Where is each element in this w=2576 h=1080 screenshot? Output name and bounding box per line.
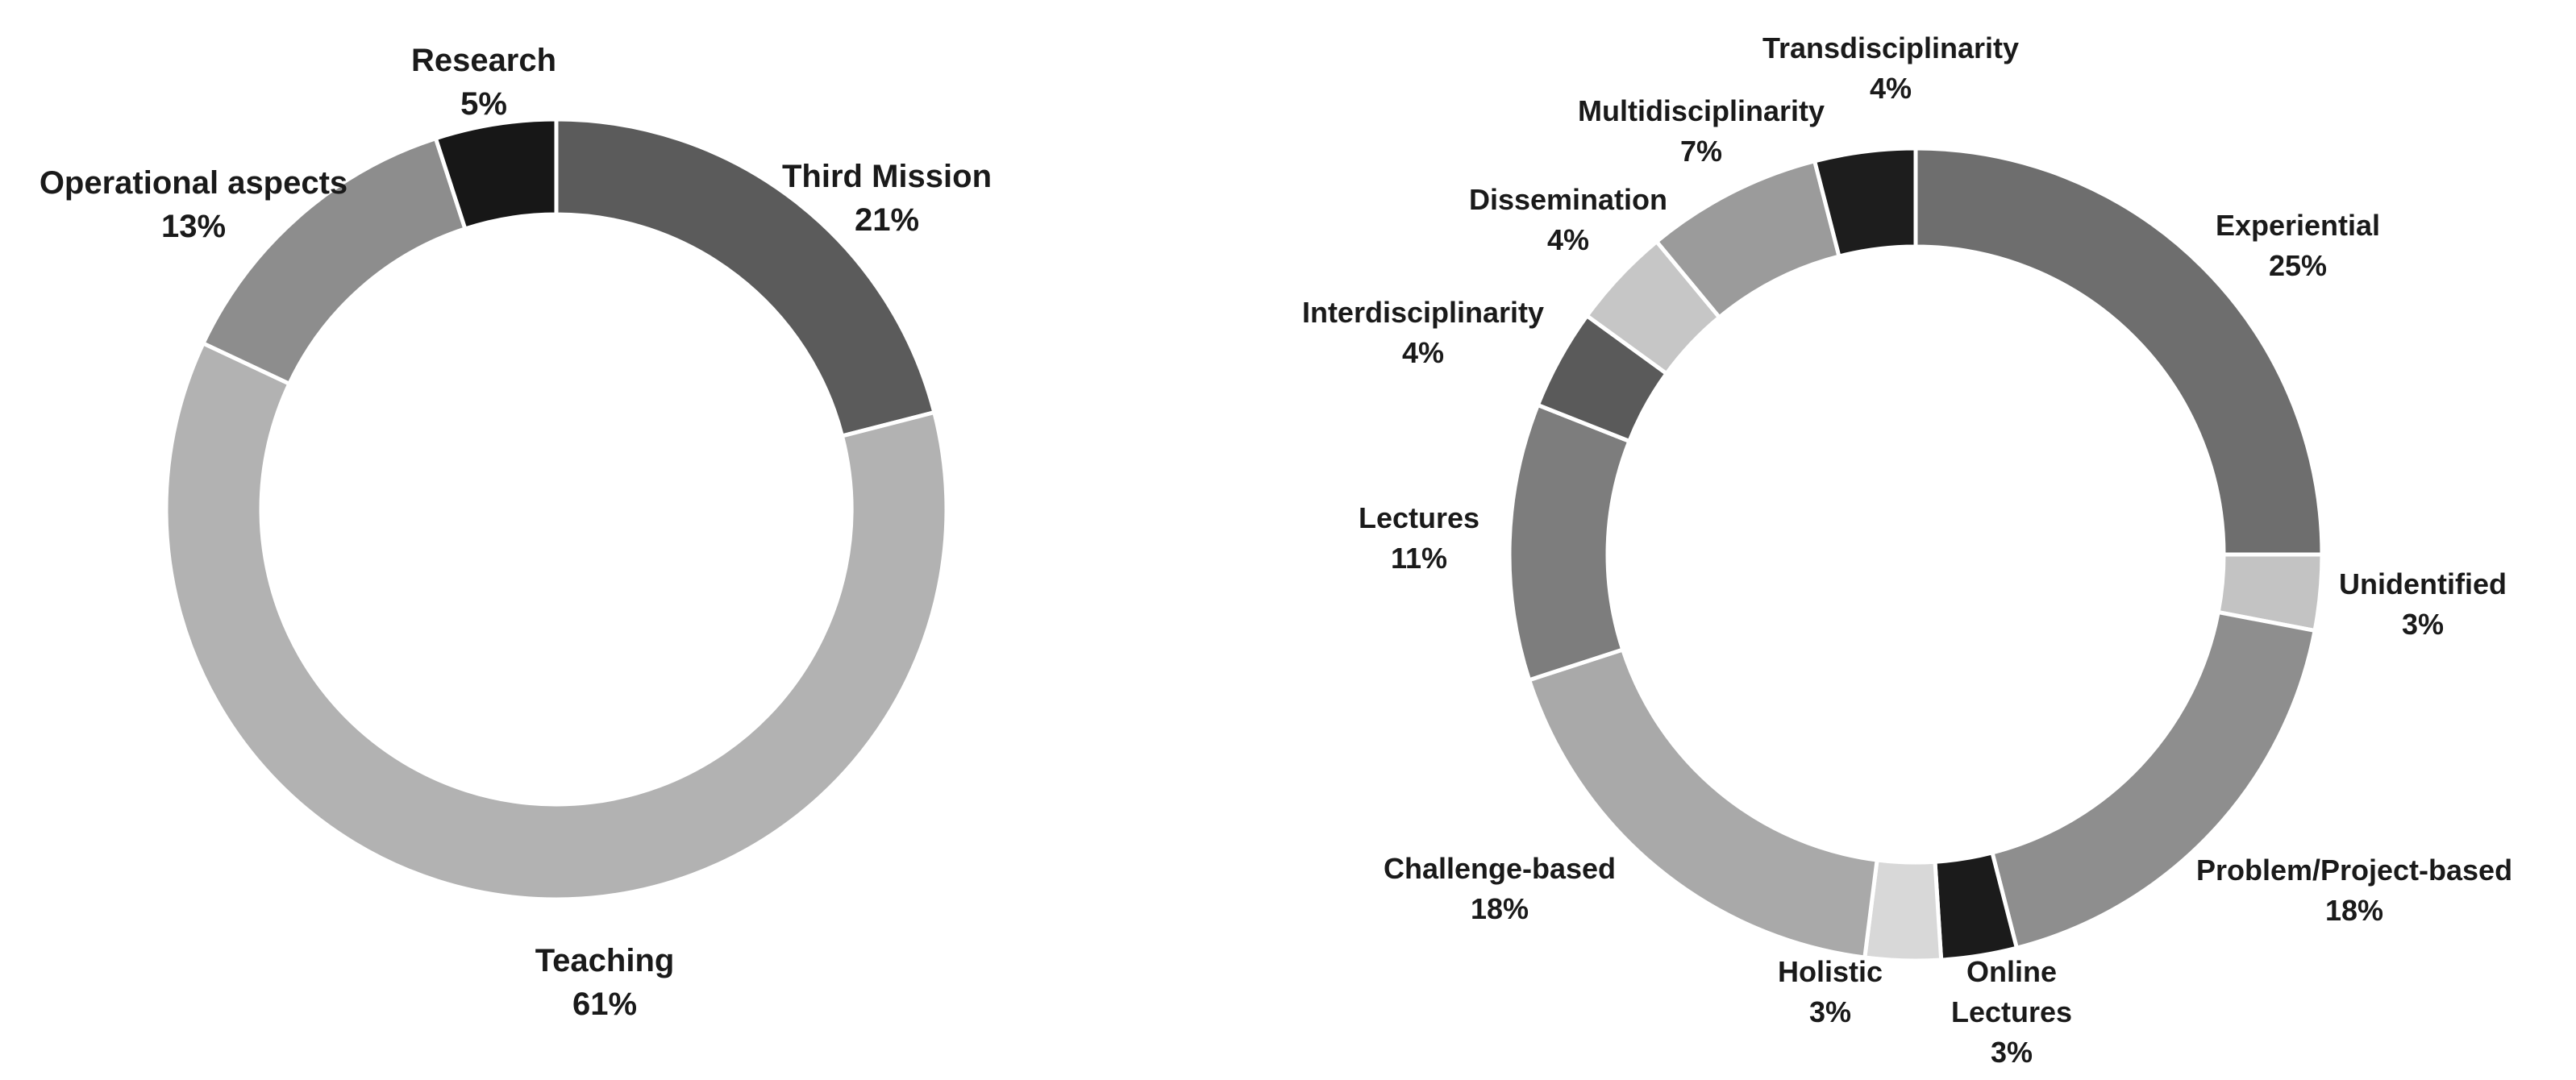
label-problem-project-based-pct: 18% <box>2325 894 2383 927</box>
label-unidentified-pct: 3% <box>2402 608 2444 641</box>
label-lectures-line0: Lectures <box>1359 501 1479 534</box>
label-experiential-line0: Experiential <box>2216 209 2380 242</box>
label-unidentified-line0: Unidentified <box>2339 567 2507 600</box>
teaching-approaches-donut-chart: Experiential 25% Unidentified 3% Problem/Pro… <box>1302 31 2512 1069</box>
segment-teaching <box>164 340 949 902</box>
label-interdisciplinarity-pct: 4% <box>1402 336 1444 369</box>
label-teaching-pct: 61% <box>572 987 637 1022</box>
segment-research <box>433 117 559 232</box>
label-challenge-based-line0: Challenge-based <box>1384 852 1616 885</box>
label-operational-aspects-line0: Operational aspects <box>40 165 347 201</box>
label-experiential-pct: 25% <box>2269 249 2327 282</box>
label-third-mission-line0: Third Mission <box>782 159 992 194</box>
label-lectures-pct: 11% <box>1391 542 1447 575</box>
label-holistic-line0: Holistic <box>1778 955 1883 988</box>
label-holistic-pct: 3% <box>1809 995 1851 1028</box>
label-dissemination-line0: Dissemination <box>1469 183 1667 216</box>
segment-problem-project-based <box>1989 609 2317 951</box>
label-multidisciplinarity-pct: 7% <box>1680 135 1722 168</box>
label-transdisciplinarity-line0: Transdisciplinarity <box>1762 31 2019 64</box>
label-challenge-based-pct: 18% <box>1471 892 1529 925</box>
label-multidisciplinarity-line0: Multidisciplinarity <box>1578 94 1825 127</box>
segment-challenge-based <box>1526 646 1879 960</box>
segment-experiential <box>1913 146 2324 557</box>
segment-transdisciplinarity <box>1812 146 1918 260</box>
label-research-pct: 5% <box>460 86 507 122</box>
label-teaching-line0: Teaching <box>535 943 675 978</box>
label-dissemination-pct: 4% <box>1547 223 1589 256</box>
label-interdisciplinarity-line0: Interdisciplinarity <box>1302 296 1544 329</box>
label-problem-project-based-line0: Problem/Project-based <box>2196 854 2512 887</box>
label-operational-aspects-pct: 13% <box>161 209 226 244</box>
label-online-lectures-pct: 3% <box>1991 1036 2033 1069</box>
governance-focus-donut-chart: Third Mission 21% Teaching 61% Operational a… <box>40 43 992 1022</box>
label-online-lectures-line1: Lectures <box>1951 995 2072 1028</box>
label-third-mission-pct: 21% <box>855 202 919 238</box>
label-online-lectures-line0: Online <box>1966 955 2057 988</box>
label-research-line0: Research <box>411 43 556 78</box>
segment-lectures <box>1507 402 1633 683</box>
label-transdisciplinarity-pct: 4% <box>1870 72 1912 105</box>
